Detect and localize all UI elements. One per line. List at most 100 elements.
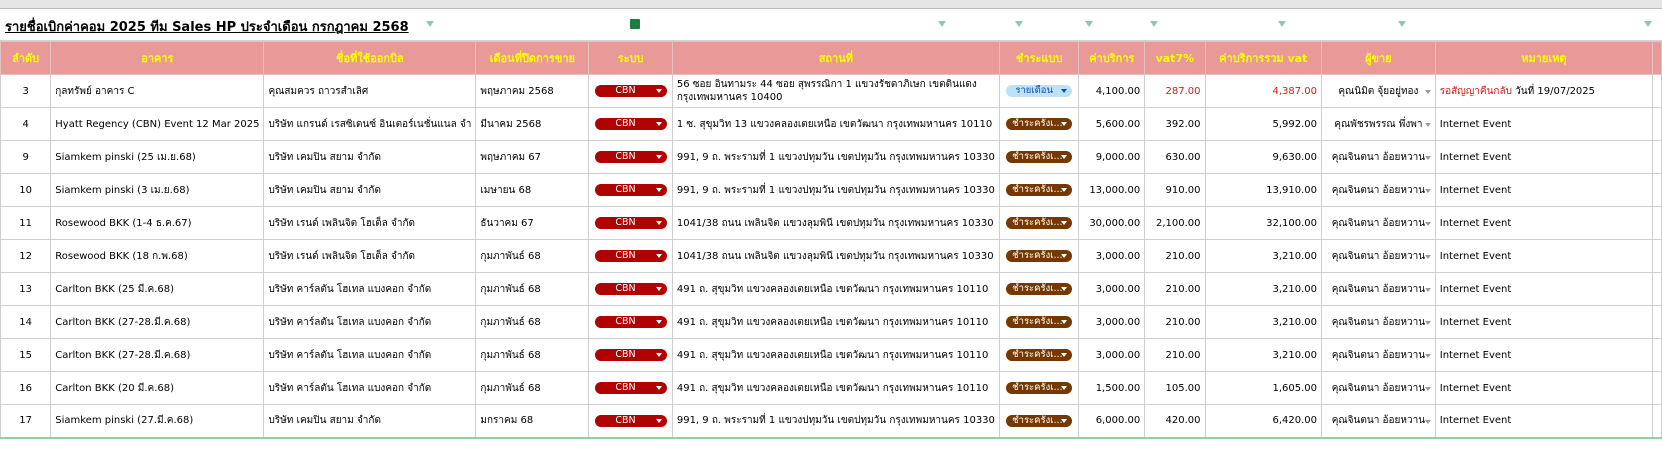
spacer-cell: [1651, 74, 1662, 108]
remark-cell: Internet Event: [1434, 206, 1653, 240]
filter-arrow[interactable]: [1278, 21, 1286, 27]
system-cell: CBN: [588, 305, 673, 339]
seller[interactable]: คุณจินตนา อ้อยหวาน: [1321, 140, 1436, 174]
service-fee: 3,000.00: [1078, 338, 1146, 372]
system-dropdown[interactable]: CBN: [594, 184, 667, 196]
closing-month: มกราคม 68: [475, 404, 590, 439]
total: 3,210.00: [1204, 272, 1323, 306]
system-dropdown[interactable]: CBN: [594, 151, 667, 163]
filter-arrow[interactable]: [1150, 21, 1158, 27]
total: 5,992.00: [1204, 107, 1323, 141]
row-number: 15: [0, 338, 52, 372]
seller[interactable]: คุณจินตนา อ้อยหวาน: [1321, 371, 1436, 405]
filter-arrow[interactable]: [1398, 21, 1406, 27]
filter-arrow[interactable]: [938, 21, 946, 27]
building: Siamkem pinski (25 เม.ย.68): [50, 140, 265, 174]
payment-dropdown[interactable]: ชำระครั้งเ...: [1006, 283, 1073, 295]
table-row: 11 Rosewood BKK (1-4 ธ.ค.67) บริษัท เรนด์ …: [0, 206, 1662, 240]
building: Siamkem pinski (3 เม.ย.68): [50, 173, 265, 207]
system-dropdown[interactable]: CBN: [594, 349, 667, 361]
column-header: ชำระแบบ: [998, 41, 1080, 75]
spacer-header: [1651, 41, 1662, 75]
filter-arrow[interactable]: [1085, 21, 1093, 27]
total: 13,910.00: [1204, 173, 1323, 207]
billing-name: บริษัท เรนด์ เพลินจิต โฮเต็ล จำกัด: [263, 239, 477, 273]
payment-cell: ชำระครั้งเ...: [998, 305, 1080, 339]
filter-arrow[interactable]: [1015, 21, 1023, 27]
filter-arrow[interactable]: [1644, 21, 1652, 27]
location: 56 ซอย อินทามระ 44 ซอย สุพรรณิกา 1 แขวงร…: [671, 74, 1000, 108]
location: 991, 9 ถ. พระรามที่ 1 แขวงปทุมวัน เขตปทุ…: [671, 404, 1000, 439]
seller[interactable]: คุณพัชรพรรณ พึ่งพา: [1321, 107, 1436, 141]
system-cell: CBN: [588, 206, 673, 240]
remark-cell: Internet Event: [1434, 371, 1653, 405]
total: 3,210.00: [1204, 239, 1323, 273]
payment-dropdown[interactable]: ชำระครั้งเ...: [1006, 316, 1073, 328]
payment-cell: ชำระครั้งเ...: [998, 173, 1080, 207]
location: 991, 9 ถ. พระรามที่ 1 แขวงปทุมวัน เขตปทุ…: [671, 173, 1000, 207]
table-row: 17 Siamkem pinski (27.มี.ค.68) บริษัท เคมป…: [0, 404, 1662, 439]
seller[interactable]: คุณจินตนา อ้อยหวาน: [1321, 272, 1436, 306]
vat: 2,100.00: [1144, 206, 1206, 240]
seller[interactable]: คุณจินตนา อ้อยหวาน: [1321, 173, 1436, 207]
remark-cell: Internet Event: [1434, 404, 1653, 439]
row-number: 14: [0, 305, 52, 339]
closing-month: มีนาคม 2568: [475, 107, 590, 141]
system-cell: CBN: [588, 239, 673, 273]
system-dropdown[interactable]: CBN: [594, 316, 667, 328]
system-dropdown[interactable]: CBN: [594, 118, 667, 130]
seller[interactable]: คุณจินตนา อ้อยหวาน: [1321, 206, 1436, 240]
payment-dropdown[interactable]: รายเดือน: [1006, 85, 1073, 97]
remark: Internet Event: [1439, 316, 1512, 328]
location: 491 ถ. สุขุมวิท แขวงคลองเตยเหนือ เขตวัฒน…: [671, 371, 1000, 405]
sheet-title: รายชื่อเบิกค่าคอม 2025 ทีม Sales HP ประจ…: [5, 20, 409, 35]
remark: Internet Event: [1439, 283, 1512, 295]
system-dropdown[interactable]: CBN: [594, 217, 667, 229]
seller[interactable]: คุณจินตนา อ้อยหวาน: [1321, 305, 1436, 339]
service-fee: 13,000.00: [1078, 173, 1146, 207]
system-dropdown[interactable]: CBN: [594, 283, 667, 295]
remark: Internet Event: [1439, 151, 1512, 163]
billing-name: คุณสมควร ถาวรสำเลิศ: [263, 74, 477, 108]
service-fee: 30,000.00: [1078, 206, 1146, 240]
spacer-cell: [1651, 206, 1662, 240]
payment-cell: ชำระครั้งเ...: [998, 206, 1080, 240]
system-dropdown[interactable]: CBN: [594, 85, 667, 97]
payment-dropdown[interactable]: ชำระครั้งเ...: [1006, 349, 1073, 361]
payment-dropdown[interactable]: ชำระครั้งเ...: [1006, 414, 1073, 427]
row-number: 16: [0, 371, 52, 405]
system-dropdown[interactable]: CBN: [594, 250, 667, 262]
table-row: 16 Carlton BKK (20 มี.ค.68) บริษัท คาร์ลตั…: [0, 371, 1662, 405]
system-dropdown[interactable]: CBN: [594, 414, 667, 427]
column-header: ชื่อที่ใช้ออกบิล: [263, 41, 477, 75]
payment-dropdown[interactable]: ชำระครั้งเ...: [1006, 250, 1073, 262]
system-dropdown[interactable]: CBN: [594, 382, 667, 394]
payment-cell: ชำระครั้งเ...: [998, 272, 1080, 306]
row-number: 10: [0, 173, 52, 207]
billing-name: บริษัท คาร์ลตัน โฮเทล แบงคอก จำกัด: [263, 272, 477, 306]
filter-active[interactable]: [630, 19, 640, 29]
seller[interactable]: คุณจินตนา อ้อยหวาน: [1321, 239, 1436, 273]
payment-dropdown[interactable]: ชำระครั้งเ...: [1006, 184, 1073, 196]
payment-dropdown[interactable]: ชำระครั้งเ...: [1006, 118, 1073, 130]
spacer-cell: [1651, 305, 1662, 339]
payment-cell: รายเดือน: [998, 74, 1080, 108]
closing-month: กุมภาพันธ์ 68: [475, 371, 590, 405]
seller[interactable]: คุณจินตนา อ้อยหวาน: [1321, 404, 1436, 439]
system-cell: CBN: [588, 173, 673, 207]
system-cell: CBN: [588, 371, 673, 405]
table-row: 12 Rosewood BKK (18 ก.พ.68) บริษัท เรนด์ เ…: [0, 239, 1662, 273]
seller[interactable]: คุณนิมิต จุ้ยอยู่ทอง: [1321, 74, 1436, 108]
payment-dropdown[interactable]: ชำระครั้งเ...: [1006, 151, 1073, 163]
filter-arrow[interactable]: [426, 21, 434, 27]
payment-dropdown[interactable]: ชำระครั้งเ...: [1006, 217, 1073, 229]
spacer-cell: [1651, 338, 1662, 372]
spacer-cell: [1651, 140, 1662, 174]
seller[interactable]: คุณจินตนา อ้อยหวาน: [1321, 338, 1436, 372]
remark: Internet Event: [1439, 349, 1512, 361]
location: 1 ซ. สุขุมวิท 13 แขวงคลองเตยเหนือ เขตวัฒ…: [671, 107, 1000, 141]
payment-dropdown[interactable]: ชำระครั้งเ...: [1006, 382, 1073, 394]
header-row: ลำดับ อาคาร ชื่อที่ใช้ออกบิล เดือนที่ปิดการ…: [0, 41, 1662, 75]
row-number: 4: [0, 107, 52, 141]
total: 3,210.00: [1204, 305, 1323, 339]
